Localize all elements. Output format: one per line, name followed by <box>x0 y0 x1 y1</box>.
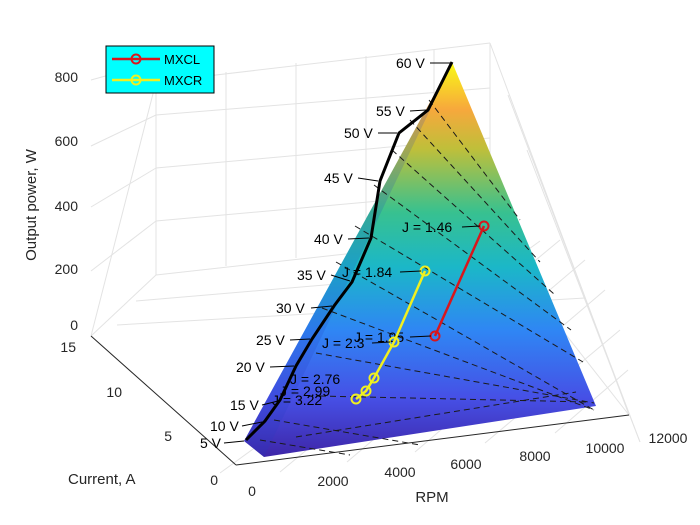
mxcl-line <box>433 225 486 337</box>
x-tick-label: 2000 <box>317 473 348 489</box>
y-axis: 15 10 5 0 Current, A <box>60 339 218 488</box>
z-axis: 0 200 400 600 800 Output power, W <box>23 69 78 333</box>
voltage-label-30: 30 V <box>276 300 305 316</box>
voltage-label: 55 V <box>376 103 427 119</box>
mxcr-point <box>360 385 372 397</box>
legend-entry-mxcr: MXCR <box>112 73 202 88</box>
z-tick-label: 400 <box>55 198 79 214</box>
z-tick-label: 600 <box>55 133 79 149</box>
mxcr-point-label: J = 3.22 <box>272 392 322 408</box>
voltage-label: 30 V <box>276 300 333 316</box>
voltage-label: 35 V <box>297 267 351 283</box>
y-tick-label: 15 <box>60 339 76 355</box>
mxcr-point <box>350 393 362 405</box>
legend-label-mxcr: MXCR <box>164 73 202 88</box>
y-tick-label: 0 <box>210 472 218 488</box>
x-tick-label: 0 <box>248 483 256 499</box>
voltage-label-35: 35 V <box>297 267 326 283</box>
mxcl-point-label: J = 1.46 <box>402 219 452 235</box>
iso-lines <box>259 99 595 456</box>
voltage-label-20: 20 V <box>236 359 265 375</box>
voltage-label: 50 V <box>344 125 397 141</box>
x-axis-label: RPM <box>415 489 448 506</box>
voltage-envelope-line <box>244 61 454 442</box>
x-tick-label: 8000 <box>519 448 550 464</box>
axes <box>90 335 630 466</box>
y-tick-label: 5 <box>164 428 172 444</box>
series-mxcl: J = 1.95 J = 1.46 <box>354 219 490 345</box>
z-tick-label: 0 <box>70 317 78 333</box>
voltage-label: 45 V <box>324 170 379 186</box>
y-tick-label: 10 <box>106 384 122 400</box>
x-axis: 0 2000 4000 6000 8000 10000 12000 RPM <box>248 430 688 506</box>
series-mxcr: J = 3.22 J = 2.99 J = 2.76 J = 2.3 J = 1… <box>272 264 431 408</box>
x-tick-label: 10000 <box>586 440 625 456</box>
voltage-label-50: 50 V <box>344 125 373 141</box>
voltage-label-15: 15 V <box>230 397 259 413</box>
voltage-label: 20 V <box>236 359 295 375</box>
voltage-label: 40 V <box>314 231 370 247</box>
power-surface <box>244 62 596 457</box>
x-tick-label: 12000 <box>649 430 688 446</box>
mxcr-point <box>368 372 380 384</box>
voltage-label: 10 V <box>210 418 263 434</box>
voltage-label-55: 55 V <box>376 103 405 119</box>
voltage-label-45: 45 V <box>324 170 353 186</box>
voltage-label-5: 5 V <box>200 435 222 451</box>
voltage-label-25: 25 V <box>256 332 285 348</box>
voltage-label: 15 V <box>230 397 279 413</box>
mxcr-point-label: J = 2.99 <box>280 383 330 399</box>
mxcr-point-label: J = 2.3 <box>322 335 365 351</box>
legend-label-mxcl: MXCL <box>164 52 200 67</box>
mxcl-point-label: J = 1.95 <box>354 329 404 345</box>
voltage-labels: 5 V 10 V 15 V 20 V 25 V 30 V 35 V 40 V <box>200 55 450 451</box>
z-tick-label: 800 <box>55 69 79 85</box>
surface-shading <box>244 62 452 457</box>
legend: MXCL MXCR <box>105 45 215 94</box>
z-axis-label: Output power, W <box>23 148 40 261</box>
voltage-label: 5 V <box>200 435 245 451</box>
y-axis-label: Current, A <box>68 471 136 488</box>
voltage-label-10: 10 V <box>210 418 239 434</box>
x-tick-label: 4000 <box>384 464 415 480</box>
z-tick-label: 200 <box>55 261 79 277</box>
x-tick-label: 6000 <box>450 456 481 472</box>
voltage-label-60: 60 V <box>396 55 425 71</box>
voltage-label-40: 40 V <box>314 231 343 247</box>
legend-entry-mxcl: MXCL <box>112 52 200 67</box>
mxcr-point-label: J = 2.76 <box>290 371 340 387</box>
voltage-label: 60 V <box>396 55 450 71</box>
voltage-label: 25 V <box>256 332 311 348</box>
mxcr-point-label: J = 1.84 <box>342 264 392 280</box>
